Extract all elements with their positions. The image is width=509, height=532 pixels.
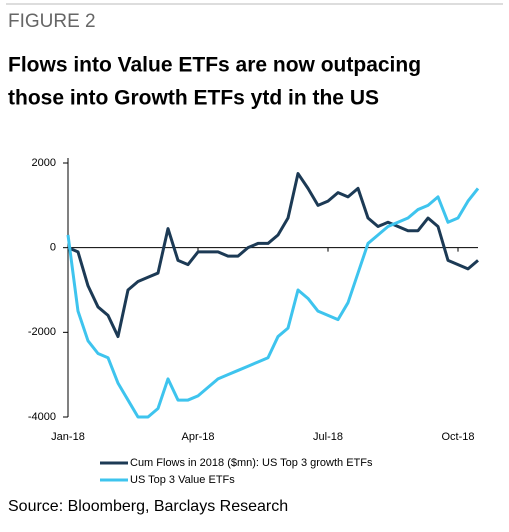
y-tick-label: 0: [50, 242, 56, 254]
figure-label: FIGURE 2: [8, 11, 96, 32]
plot: 2000 0 -2000 -4000 Jan-18 Apr-18 Jul-18 Oct-18 C…: [28, 157, 480, 486]
series-line: [66, 187, 480, 419]
chart-title: Flows into Value ETFs are now outpacing: [8, 54, 421, 77]
legend-label: US Top 3 Value ETFs: [130, 474, 235, 486]
y-tick-label: -2000: [28, 326, 56, 338]
chart-title: those into Growth ETFs ytd in the US: [8, 87, 379, 110]
x-tick-label: Jan-18: [51, 431, 85, 443]
y-tick-label: 2000: [32, 157, 56, 169]
x-tick-label: Jul-18: [313, 431, 343, 443]
x-tick-label: Oct-18: [441, 431, 474, 443]
legend-label: Cum Flows in 2018 ($mn): US Top 3 growth…: [130, 457, 373, 469]
x-tick-label: Apr-18: [181, 431, 214, 443]
source: Source: Bloomberg, Barclays Research: [8, 498, 288, 515]
y-tick-label: -4000: [28, 411, 56, 423]
series-line: [67, 172, 479, 339]
